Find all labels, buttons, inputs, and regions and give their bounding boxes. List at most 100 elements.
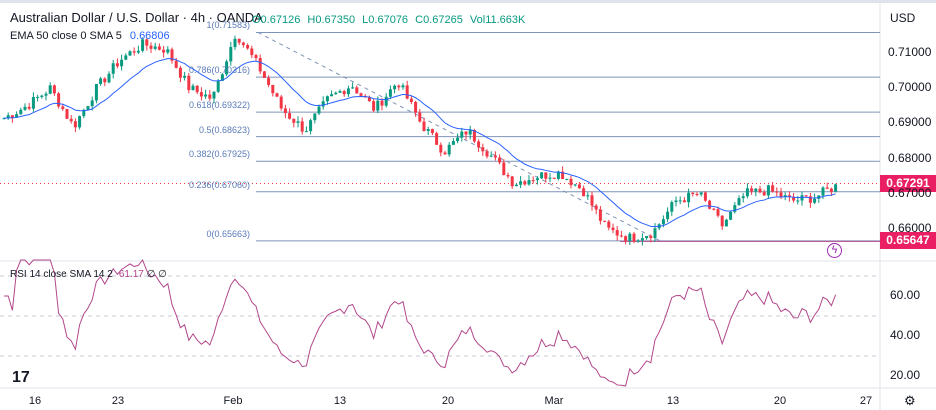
candle-body <box>78 116 82 128</box>
candle-body <box>141 39 145 51</box>
candle-body <box>52 85 56 94</box>
rsi-label: RSI 14 close SMA 14 2 <box>10 269 113 280</box>
candle-body <box>611 227 615 231</box>
candle-body <box>330 94 334 97</box>
candle-body <box>10 115 14 118</box>
price-tick: 0.71000 <box>888 45 932 59</box>
candle-body <box>372 101 376 111</box>
rsi-tick: 60.00 <box>890 288 921 302</box>
candle-body <box>485 151 489 157</box>
candle-body <box>178 67 182 78</box>
price-tick: 0.69000 <box>888 115 932 130</box>
candle-body <box>380 100 384 106</box>
candle-body <box>145 39 149 46</box>
candle-body <box>745 188 749 197</box>
candle-body <box>166 49 170 53</box>
candle-body <box>304 131 308 133</box>
candle-body <box>561 171 565 180</box>
candle-body <box>300 121 304 132</box>
candle-body <box>430 129 434 134</box>
fib-level-label: 0(0.65663) <box>206 228 250 239</box>
chart-canvas[interactable] <box>0 3 936 410</box>
candle-body <box>275 93 279 97</box>
candle-body <box>162 49 166 53</box>
settings-icon[interactable]: ⚙ <box>904 393 916 408</box>
ema-label: EMA 50 close 0 SMA 5 <box>10 30 122 42</box>
candle-body <box>40 95 44 97</box>
candle-body <box>422 121 426 132</box>
candle-body <box>258 58 262 72</box>
candle-body <box>729 211 733 220</box>
candle-body <box>44 93 48 96</box>
candle-body <box>325 96 329 102</box>
candle-body <box>687 192 691 203</box>
fib-level-label: 0.786(0.70316) <box>188 65 250 76</box>
candle-body <box>435 133 439 145</box>
candle-body <box>573 184 577 186</box>
candle-body <box>61 106 65 110</box>
candle-body <box>720 215 724 227</box>
candle-body <box>317 106 321 114</box>
candle-body <box>124 55 128 60</box>
candle-body <box>397 85 401 88</box>
candle-body <box>187 75 191 91</box>
candle-body <box>296 121 300 123</box>
candle-body <box>447 144 451 155</box>
candle-body <box>628 233 632 241</box>
candle-body <box>271 84 275 94</box>
candle-body <box>577 184 581 189</box>
candle-body <box>716 209 720 216</box>
symbol-title[interactable]: Australian Dollar / U.S. Dollar · 4h · O… <box>10 10 263 25</box>
candle-body <box>220 74 224 81</box>
candle-body <box>640 238 644 241</box>
candle-body <box>267 77 271 85</box>
candle-body <box>699 192 703 195</box>
candle-body <box>170 49 174 61</box>
lightning-icon[interactable]: ϟ <box>827 243 842 258</box>
candle-body <box>808 196 812 203</box>
candle-body <box>565 178 569 180</box>
candle-body <box>195 85 199 93</box>
candle-body <box>199 92 203 97</box>
candle-body <box>367 97 371 102</box>
candle-body <box>111 63 115 74</box>
candle-body <box>409 98 413 102</box>
candle-body <box>481 147 485 152</box>
support-price-tag: 0.65647 <box>880 232 936 249</box>
candle-body <box>771 185 775 192</box>
time-tick: 13 <box>666 395 680 407</box>
ema-legend[interactable]: EMA 50 close 0 SMA 5 0.66806 <box>10 30 170 42</box>
candle-body <box>590 195 594 206</box>
rsi-line <box>4 259 837 387</box>
candle-body <box>804 195 808 197</box>
candle-body <box>649 235 653 238</box>
candle-body <box>27 106 31 109</box>
tradingview-logo: 17 <box>12 369 30 386</box>
candle-body <box>472 129 476 142</box>
candle-body <box>309 120 313 132</box>
ema-line <box>3 58 836 228</box>
candle-body <box>57 93 61 107</box>
currency-selector[interactable]: USD <box>890 11 916 25</box>
candle-body <box>212 91 216 99</box>
open-value: O0.67126 <box>252 14 301 26</box>
candle-body <box>401 85 405 88</box>
rsi-legend[interactable]: RSI 14 close SMA 14 2 61.17 ∅ ∅ <box>10 269 167 280</box>
candle-body <box>120 59 124 67</box>
price-tick: 0.68000 <box>888 150 932 165</box>
candle-body <box>229 47 233 62</box>
candle-body <box>598 209 602 221</box>
candle-body <box>359 93 363 96</box>
candle-body <box>279 96 283 109</box>
candle-body <box>758 188 762 193</box>
fib-level-label: 0.5(0.68623) <box>198 124 250 135</box>
candle-body <box>174 60 178 68</box>
fib-trend-line <box>257 32 661 242</box>
candle-body <box>506 174 510 177</box>
candle-body <box>216 80 220 92</box>
low-value: L0.67076 <box>362 14 409 26</box>
candle-body <box>733 205 737 212</box>
candle-body <box>346 88 350 95</box>
candle-body <box>94 84 98 101</box>
